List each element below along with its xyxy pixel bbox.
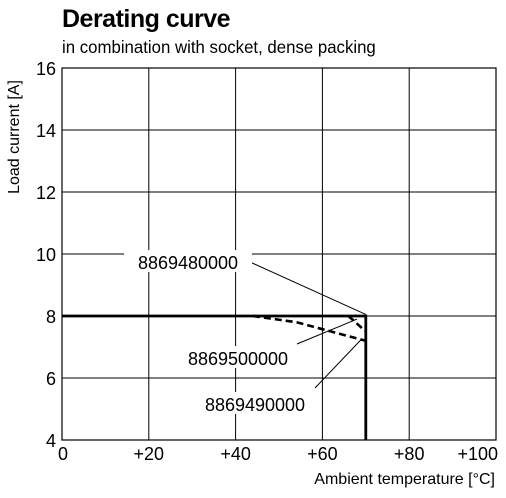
x-tick-label: 0 <box>58 444 68 464</box>
annotation-leader-line <box>296 318 358 345</box>
x-tick-label: +60 <box>307 444 338 464</box>
plot-frame <box>61 67 497 441</box>
chart-title: Derating curve <box>62 5 231 33</box>
series-line-8869490000 <box>347 315 367 333</box>
annotation-labels: 8869480000 8869500000 8869490000 <box>124 250 319 415</box>
x-tick-label: +100 <box>457 444 498 464</box>
chart-subtitle: in combination with socket, dense packin… <box>62 37 376 57</box>
annotation-label: 8869490000 <box>205 395 305 415</box>
y-tick-label: 12 <box>36 183 56 203</box>
annotation-label-bg <box>124 250 252 272</box>
annotation-leaders <box>249 261 367 389</box>
annotation-label: 8869480000 <box>138 253 238 273</box>
series-line-8869500000 <box>252 314 367 343</box>
y-tick-label: 8 <box>46 307 56 327</box>
y-tick-label: 16 <box>36 59 56 79</box>
annotation-leader-line <box>249 261 367 315</box>
y-axis-label: Load current [A] <box>6 80 23 194</box>
series-layer <box>62 314 368 440</box>
tick-labels: 0 +20 +40 +60 +80 +100 4 6 8 10 12 14 16 <box>36 59 498 464</box>
y-tick-label: 10 <box>36 245 56 265</box>
annotation-label-bg <box>191 392 319 414</box>
annotation-leader-line <box>314 338 362 389</box>
series-line-8869480000 <box>62 314 368 440</box>
annotation-label-bg <box>174 346 302 368</box>
y-tick-label: 14 <box>36 121 56 141</box>
y-tick-label: 6 <box>46 369 56 389</box>
annotation-label: 8869500000 <box>188 349 288 369</box>
x-tick-label: +80 <box>394 444 425 464</box>
x-tick-label: +40 <box>220 444 251 464</box>
x-axis-label: Ambient temperature [°C] <box>314 471 495 488</box>
x-tick-label: +20 <box>134 444 165 464</box>
y-tick-label: 4 <box>46 431 56 451</box>
